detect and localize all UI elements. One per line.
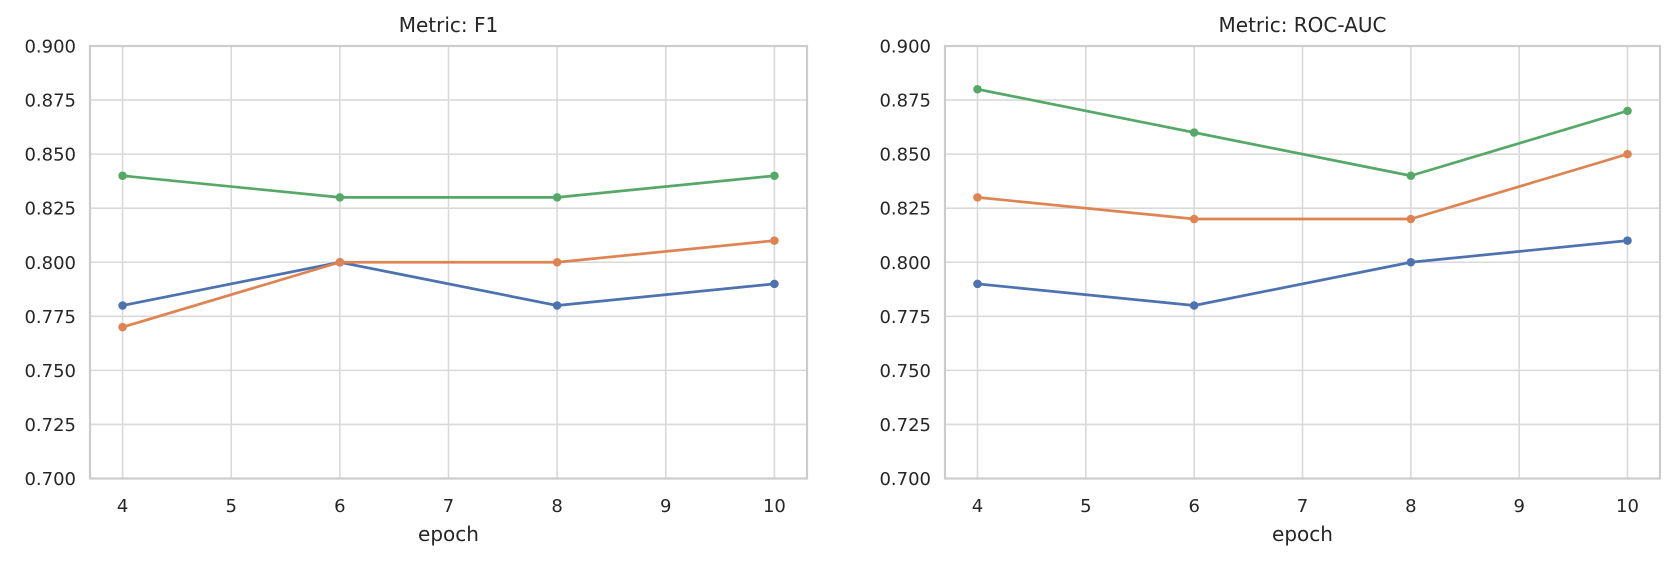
x-tick-label: 9: [1513, 496, 1524, 517]
green-series-marker: [552, 193, 562, 202]
orange-series-line: [976, 152, 1629, 221]
x-tick-label: 9: [660, 496, 671, 517]
green-series-marker: [1189, 128, 1199, 137]
orange-series-marker: [1189, 214, 1199, 224]
x-tick-label: 4: [972, 496, 983, 517]
x-tick-label: 6: [334, 496, 345, 517]
blue-series-marker: [552, 301, 562, 310]
plot-border: [88, 44, 809, 480]
x-axis-label: epoch: [1272, 522, 1333, 546]
x-tick-label: 8: [551, 496, 562, 517]
chart-roc-auc: 0.700 0.725 0.750 0.775 0.800 0.825 0.850 0.875…: [879, 13, 1662, 546]
green-series-marker: [118, 171, 127, 181]
chart-title: Metric: F1: [399, 13, 499, 37]
x-tick-label: 10: [763, 496, 786, 517]
blue-series-marker: [118, 301, 127, 310]
green-series-marker: [335, 193, 345, 202]
x-tick-label: 5: [1080, 496, 1091, 517]
y-tick-label: 0.800: [24, 253, 76, 274]
plot-border: [943, 44, 1662, 480]
y-tick-label: 0.775: [24, 307, 76, 328]
blue-series-line: [976, 239, 1629, 307]
y-tick-label: 0.700: [24, 469, 76, 490]
y-tick-label: 0.750: [879, 361, 931, 382]
blue-series-marker: [973, 279, 982, 289]
x-tick-label: 6: [1188, 496, 1199, 517]
x-tick-label: 5: [226, 496, 237, 517]
orange-series-marker: [1623, 149, 1632, 159]
orange-series-marker: [770, 236, 779, 245]
orange-series-marker: [552, 257, 562, 267]
y-tick-label: 0.850: [24, 145, 76, 166]
y-tick-label: 0.850: [879, 145, 931, 166]
blue-series-marker: [1623, 236, 1632, 245]
y-tick-label: 0.725: [24, 415, 76, 436]
y-tick-label: 0.700: [879, 469, 931, 490]
chart-title: Metric: ROC-AUC: [1219, 13, 1387, 37]
x-axis-label: epoch: [418, 522, 479, 546]
x-tick-label: 10: [1616, 496, 1639, 517]
y-tick-label: 0.775: [879, 307, 931, 328]
y-tick-label: 0.875: [879, 91, 931, 112]
blue-series-line: [121, 260, 776, 307]
blue-series-marker: [1189, 301, 1199, 310]
green-series-line: [121, 174, 776, 199]
orange-series-marker: [1406, 214, 1416, 224]
y-tick-label: 0.900: [24, 37, 76, 58]
green-series-marker: [770, 171, 779, 181]
blue-series-marker: [770, 279, 779, 289]
x-tick-label: 8: [1405, 496, 1416, 517]
orange-series-marker: [118, 322, 127, 332]
x-tick-label: 7: [443, 496, 454, 517]
y-tick-label: 0.875: [24, 91, 76, 112]
green-series-marker: [973, 84, 982, 94]
orange-series-line: [121, 239, 776, 329]
orange-series-marker: [973, 193, 982, 202]
y-tick-label: 0.900: [879, 37, 931, 58]
y-tick-label: 0.750: [24, 361, 76, 382]
green-series-marker: [1623, 106, 1632, 116]
blue-series-marker: [1406, 257, 1416, 267]
chart-f1: 0.700 0.725 0.750 0.775 0.800 0.825 0.850 0.875…: [24, 13, 809, 546]
x-tick-label: 4: [117, 496, 128, 517]
y-tick-label: 0.825: [24, 199, 76, 220]
y-tick-label: 0.825: [879, 199, 931, 220]
green-series-line: [976, 87, 1629, 178]
y-tick-label: 0.800: [879, 253, 931, 274]
x-tick-label: 7: [1297, 496, 1308, 517]
orange-series-marker: [335, 257, 345, 267]
green-series-marker: [1406, 171, 1416, 181]
y-tick-label: 0.725: [879, 415, 931, 436]
